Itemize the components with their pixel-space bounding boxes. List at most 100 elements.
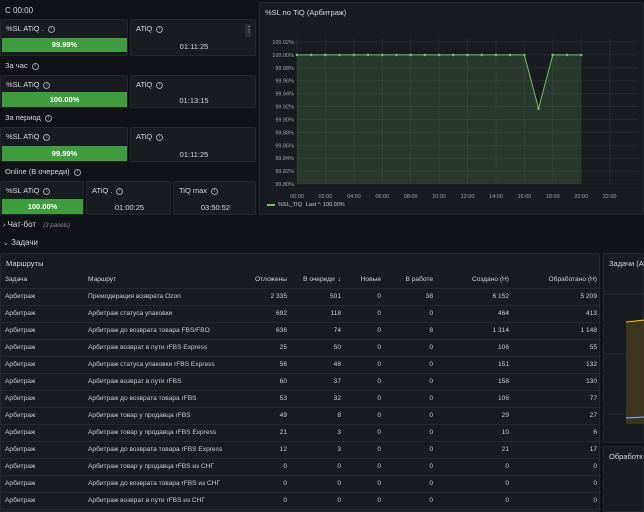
atiq-value: 01:11:25	[179, 42, 209, 51]
table-cell: 0	[345, 424, 385, 442]
data-point	[409, 53, 412, 57]
table-row[interactable]: Арбитраж Арбитраж товар у продавца rFBS E…	[1, 424, 601, 442]
sl-value-bar: 99.99%	[2, 146, 127, 161]
info-icon[interactable]: i	[43, 133, 51, 141]
table-cell: 0	[291, 458, 345, 476]
table-row[interactable]: Арбитраж Арбитраж товар у продавца rFBS 49…	[1, 407, 601, 425]
info-icon[interactable]: i	[156, 81, 164, 89]
table-row[interactable]: Арбитраж Арбитраж до возврата товара FBS/…	[1, 322, 601, 340]
table-cell: Арбитраж	[1, 441, 84, 459]
column-header[interactable]: Создано (Н)	[437, 271, 513, 289]
table-cell: 0	[345, 492, 385, 510]
column-header[interactable]: В очереди ↓	[291, 271, 345, 289]
line-chart: 100.02% 100.00% 99.98% 99.96% 99.94% 99.92% 99…	[272, 38, 638, 200]
chart-legend[interactable]: %SL_TIQ Last *: 100.00%	[267, 202, 345, 208]
table-cell: 3	[291, 441, 345, 459]
table-cell: 0	[345, 475, 385, 493]
info-icon[interactable]: i	[73, 168, 81, 176]
table-row[interactable]: Арбитраж Арбитраж статуса упаковки rFBS E…	[1, 356, 601, 374]
tiq-max-value: 03:50:52	[200, 203, 231, 212]
table-row[interactable]: Арбитраж Арбитраж статуса упаковки 692 118 0…	[1, 305, 601, 323]
table-cell: 0	[291, 475, 345, 493]
table-cell: 0	[345, 458, 385, 476]
za-period-label: За период i	[5, 113, 52, 122]
info-icon[interactable]: i	[47, 25, 55, 33]
table-cell: 0	[385, 356, 437, 374]
table-row[interactable]: Арбитраж Арбитраж до возврата товара rFBS…	[1, 475, 601, 493]
table-cell: Арбитраж возврат в пути rFBS	[84, 373, 247, 391]
table-cell: 0	[385, 407, 437, 425]
table-row[interactable]: Арбитраж Премодерация возврата Ozon 2 335 5…	[1, 288, 601, 306]
table-cell: 21	[437, 441, 513, 459]
table-row[interactable]: Арбитраж Арбитраж возврат в пути rFBS Exp…	[1, 339, 601, 357]
table-cell: 0	[385, 492, 437, 510]
table-cell: 0	[385, 305, 437, 323]
table-row[interactable]: Арбитраж Арбитраж до возврата товара rFBS…	[1, 390, 601, 408]
table-row[interactable]: Арбитраж Арбитраж товар у продавца rFBS и…	[1, 458, 601, 476]
panel-title: TiQ max	[179, 186, 208, 195]
column-header[interactable]: Отложены	[247, 271, 291, 289]
table-cell: 27	[513, 407, 601, 425]
table-row[interactable]: Арбитраж Арбитраж возврат в пути rFBS из …	[1, 492, 601, 510]
legend-label: %SL_TIQ	[278, 202, 302, 208]
table-cell: 0	[437, 458, 513, 476]
table-cell: Арбитраж	[1, 322, 84, 340]
info-icon[interactable]: i	[156, 133, 164, 141]
column-header[interactable]: Обработано (Н)	[513, 271, 601, 289]
data-point	[380, 53, 384, 57]
table-cell: 6	[513, 424, 601, 442]
table-cell: Арбитраж до возврата товара rFBS	[84, 390, 247, 408]
info-icon[interactable]: i	[116, 187, 124, 195]
table-cell: Премодерация возврата Ozon	[84, 288, 247, 306]
column-header[interactable]: Маршрут	[84, 271, 247, 289]
tasks-arb-title: Задачи (Ар	[609, 259, 644, 268]
data-point	[579, 53, 583, 57]
panel-title: ATiQ	[136, 132, 153, 141]
info-icon[interactable]: i	[43, 81, 51, 89]
table-cell: 55	[513, 339, 601, 357]
x-tick-label: 18:00	[546, 194, 560, 200]
table-cell: 29	[437, 407, 513, 425]
table-cell: 8	[385, 322, 437, 340]
row-chatbot[interactable]: › Чат-бот (3 panels)	[3, 220, 70, 229]
table-cell: 21	[247, 424, 291, 442]
header-time: С 00:00	[5, 6, 34, 15]
atiq-panel-4: ATiQ .i 01:00:25	[86, 181, 171, 215]
table-cell: 0	[291, 492, 345, 510]
table-cell: 464	[437, 305, 513, 323]
table-cell: 0	[345, 288, 385, 306]
data-point	[466, 53, 469, 57]
y-tick-label: 100.00%	[272, 53, 294, 59]
table-cell: 37	[291, 373, 345, 391]
info-icon[interactable]: i	[44, 114, 52, 122]
sl-atiq-panel-3: %SL ATiQ i 99.99%	[0, 127, 128, 162]
column-header[interactable]: В работе	[385, 271, 437, 289]
processing-title: Обработк	[609, 452, 643, 461]
table-cell: 17	[513, 441, 601, 459]
table-cell: 50	[291, 339, 345, 357]
table-row[interactable]: Арбитраж Арбитраж до возврата товара rFBS…	[1, 441, 601, 459]
table-cell: 32	[291, 390, 345, 408]
table-cell: Арбитраж возврат в пути rFBS Express	[84, 339, 247, 357]
table-cell: 0	[437, 475, 513, 493]
info-icon[interactable]: i	[156, 25, 164, 33]
info-icon[interactable]: i	[31, 62, 39, 70]
panel-menu-icon[interactable]: ⋮	[245, 24, 253, 37]
table-cell: 0	[345, 407, 385, 425]
y-tick-label: 99.94%	[275, 92, 294, 98]
table-cell: 0	[385, 458, 437, 476]
data-point	[395, 53, 398, 57]
atiq-panel-1: ATiQ i 01:11:25 ⋮	[130, 19, 256, 56]
table-row[interactable]: Арбитраж Арбитраж возврат в пути rFBS 60 37…	[1, 373, 601, 391]
table-header-row: Задача Маршрут Отложены В очереди ↓ Новые В ра…	[1, 271, 601, 289]
row-chatbot-sub: (3 panels)	[43, 223, 70, 229]
table-cell: 0	[385, 441, 437, 459]
column-header[interactable]: Задача	[1, 271, 84, 289]
legend-last: Last *: 100.00%	[305, 202, 345, 208]
row-tasks[interactable]: ⌄ Задачи	[3, 238, 38, 247]
info-icon[interactable]: i	[43, 187, 51, 195]
x-tick-label: 10:00	[432, 194, 446, 200]
info-icon[interactable]: i	[211, 187, 219, 195]
column-header[interactable]: Новые	[345, 271, 385, 289]
sl-atiq-panel-4: %SL ATiQ i 100.00%	[0, 181, 84, 215]
